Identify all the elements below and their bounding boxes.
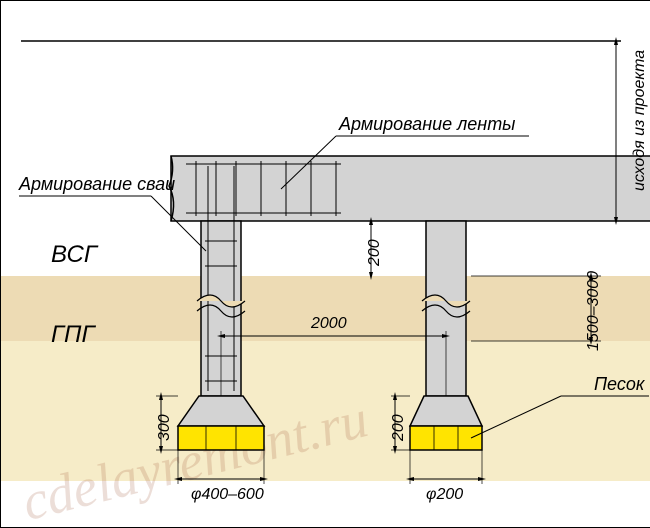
footing-2 bbox=[410, 396, 482, 426]
label-bsg: ВСГ bbox=[51, 241, 97, 269]
label-sand: Песок bbox=[594, 374, 644, 395]
dim-footing-height-text: 300 bbox=[156, 414, 174, 441]
dim-footing2-dia bbox=[410, 450, 482, 484]
strip-beam bbox=[171, 156, 650, 221]
diagram-canvas: cdelayremont.ru bbox=[0, 0, 650, 528]
dim-beam-gap-text: 200 bbox=[366, 239, 384, 266]
label-beam-reinforce: Армирование ленты bbox=[339, 114, 515, 135]
dim-footing1-dia-text: φ400–600 bbox=[191, 486, 264, 504]
leader-sand bbox=[471, 396, 561, 438]
dim-pile-spacing bbox=[221, 331, 446, 396]
label-gpg: ГПГ bbox=[51, 321, 95, 349]
dim-footing2-dia-text: φ200 bbox=[426, 486, 463, 504]
dim-pile-depth bbox=[471, 276, 601, 341]
label-project-note: исходя из проекта bbox=[631, 50, 649, 191]
dim-footing1-dia bbox=[178, 450, 264, 484]
diagram-svg bbox=[1, 1, 650, 527]
footing-1 bbox=[178, 396, 264, 426]
dim-pile-depth-text: 1500–3000 bbox=[585, 271, 603, 351]
sand-pad-1 bbox=[178, 426, 264, 450]
label-pile-reinforce: Армирование сваи bbox=[19, 174, 175, 195]
dim-pile-spacing-text: 2000 bbox=[311, 315, 347, 333]
dim-sand-height-text: 200 bbox=[390, 414, 408, 441]
